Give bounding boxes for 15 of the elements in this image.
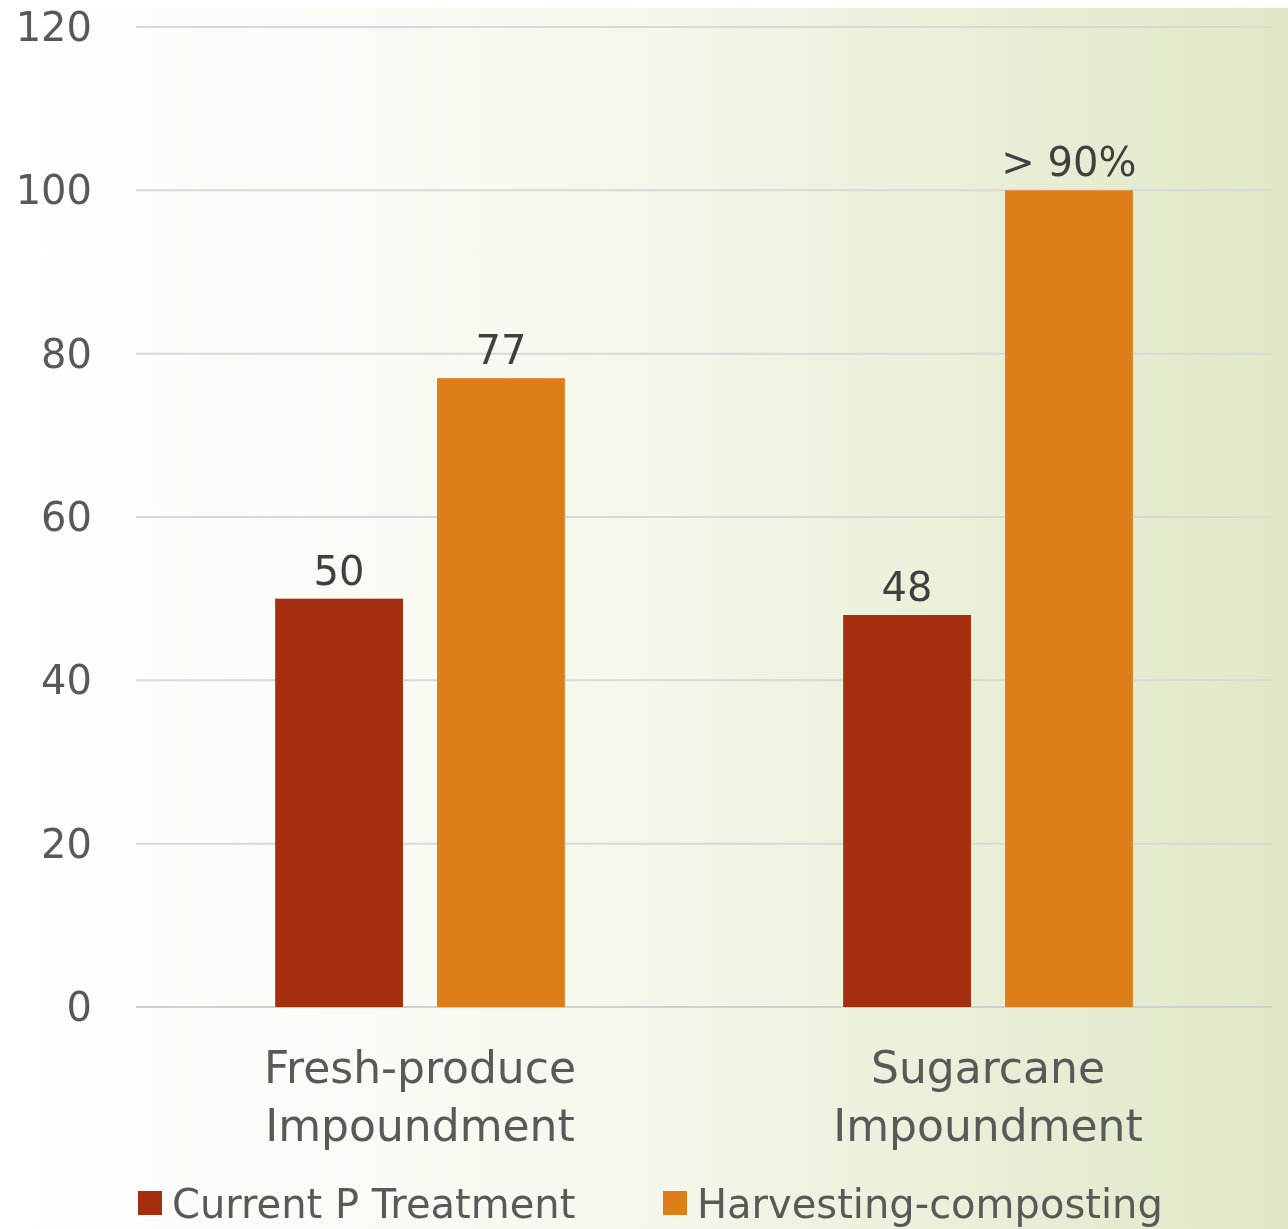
data-label: 77 [475,327,527,374]
y-tick-label: 100 [15,167,92,214]
legend-label: Current P Treatment [172,1181,576,1227]
y-tick-label: 120 [15,4,92,50]
y-tick-label: 0 [66,984,92,1030]
data-label: > 90% [1001,139,1137,186]
x-tick-label: Sugarcane Impoundment [833,1042,1143,1151]
y-tick-label: 40 [41,657,92,704]
data-label: 48 [881,564,933,610]
legend-label: Harvesting-composting [697,1181,1163,1227]
y-tick-label: 80 [41,330,92,377]
x-tick-label: Fresh-produce Impoundment [263,1042,577,1151]
data-label: 50 [313,547,365,594]
y-tick-label: 60 [41,494,92,540]
y-tick-label: 20 [41,820,92,867]
